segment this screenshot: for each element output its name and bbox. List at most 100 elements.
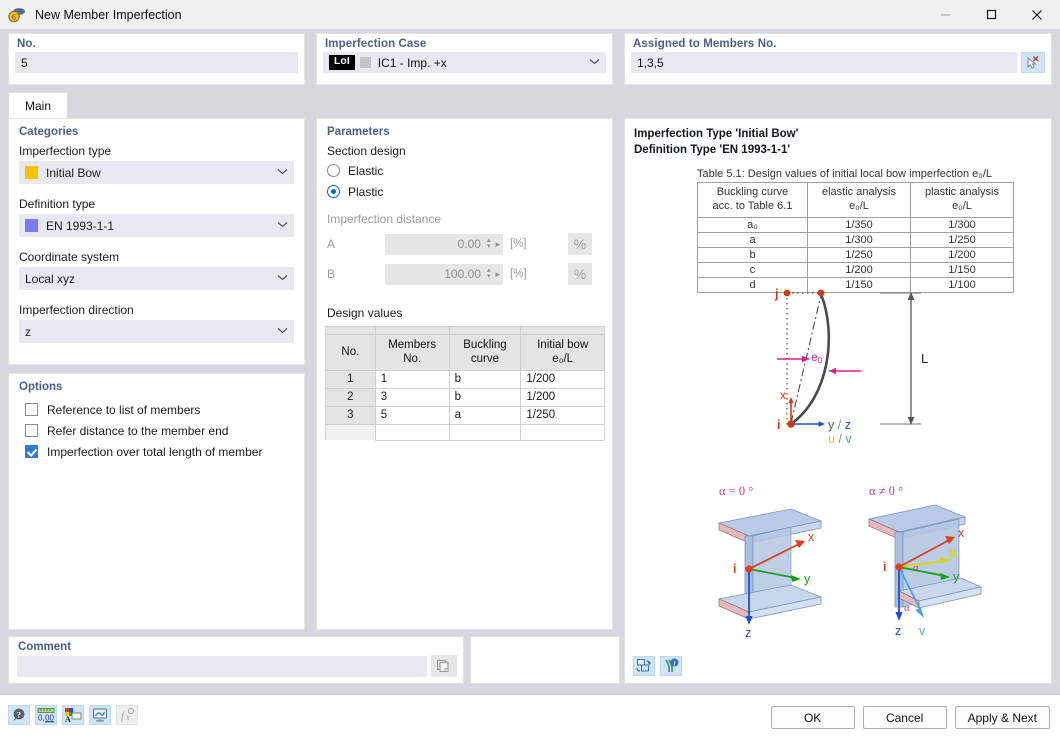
cell-bow[interactable]: 1/250 xyxy=(520,405,605,425)
table-row-empty[interactable] xyxy=(325,423,605,441)
distance-b-name: B xyxy=(327,267,336,281)
distance-a-input[interactable]: 0.00 ▴ ▾ ▸ xyxy=(385,233,503,255)
units-decimal-icon[interactable]: 0, 00 xyxy=(35,705,57,725)
col-bow-line1: Initial bow xyxy=(537,339,589,351)
table-row[interactable]: 1 1 b 1/200 xyxy=(325,369,605,389)
number-input[interactable]: 5 xyxy=(15,52,298,73)
distance-a-value: 0.00 xyxy=(457,237,481,251)
help-lookup-icon[interactable]: ? xyxy=(8,705,30,725)
design-values-table[interactable]: No. Members No. Buckling curve Initial b… xyxy=(325,326,605,441)
cell-curve[interactable]: b xyxy=(448,369,522,389)
coordinate-system-combo[interactable]: Local xyz xyxy=(19,267,294,290)
display-props-icon[interactable]: A xyxy=(62,705,84,725)
cell-member[interactable] xyxy=(374,423,450,441)
formula-icon: f x xyxy=(116,705,138,725)
en-cell-plastic: 1/250 xyxy=(910,231,1014,248)
svg-text:A: A xyxy=(65,715,71,723)
spin-up-icon[interactable]: ▴ xyxy=(486,267,491,274)
info-icon[interactable]: i xyxy=(660,656,682,676)
cell-no xyxy=(325,423,376,441)
beam-axis-x-label: x xyxy=(780,388,786,402)
en-col-plastic-l1: plastic analysis xyxy=(925,186,999,199)
imperfection-case-combo[interactable]: LoI IC1 - Imp. +x xyxy=(323,52,606,73)
cell-no: 1 xyxy=(325,369,376,389)
checkbox-refer-distance[interactable] xyxy=(25,424,38,437)
spin-down-icon[interactable]: ▾ xyxy=(486,243,491,250)
option-reference-to-list[interactable]: Reference to list of members xyxy=(9,399,304,420)
col-members-line1: Members xyxy=(388,339,437,351)
definition-type-combo[interactable]: EN 1993-1-1 xyxy=(19,214,294,237)
definition-type-value: EN 1993-1-1 xyxy=(46,218,115,233)
radio-option-elastic[interactable]: Elastic xyxy=(317,160,612,181)
en-cell-plastic: 1/200 xyxy=(910,246,1014,263)
imperfection-direction-combo[interactable]: z xyxy=(19,320,294,343)
en-col-elastic-l2: e₀/L xyxy=(849,199,869,212)
col-bow-line2: e₀/L xyxy=(552,353,574,366)
main-content: Categories Imperfection type Initial Bow… xyxy=(0,118,1060,684)
cell-member[interactable]: 3 xyxy=(374,387,450,407)
copy-icon[interactable] xyxy=(431,655,457,677)
unit-button-b[interactable]: % xyxy=(568,263,592,285)
radio-plastic[interactable] xyxy=(327,185,340,198)
chevron-down-icon[interactable] xyxy=(274,167,290,178)
coordinate-system-label: Coordinate system xyxy=(19,250,120,264)
imperfection-direction-label: Imperfection direction xyxy=(19,303,134,317)
info-panel-toolbar: i xyxy=(633,656,682,676)
en-col-plastic-l2: e₀/L xyxy=(952,199,972,212)
table-row[interactable]: 3 5 a 1/250 xyxy=(325,405,605,425)
close-button[interactable] xyxy=(1014,0,1060,30)
imperfection-distance-row-a: A 0.00 ▴ ▾ ▸ [%] % xyxy=(317,232,612,256)
dialog-footer: ? 0, 00 A xyxy=(0,694,1060,741)
maximize-button[interactable] xyxy=(968,0,1014,30)
radio-option-plastic[interactable]: Plastic xyxy=(317,181,612,202)
checkbox-reference-to-list[interactable] xyxy=(25,403,38,416)
unit-button-a[interactable]: % xyxy=(568,233,592,255)
cell-curve[interactable] xyxy=(448,423,522,441)
spinner-arrows[interactable]: ▴ ▾ xyxy=(486,267,491,280)
spin-up-icon[interactable]: ▴ xyxy=(486,237,491,244)
export-view-icon[interactable] xyxy=(633,656,655,676)
chevron-down-icon[interactable] xyxy=(274,273,290,284)
option-total-length[interactable]: Imperfection over total length of member xyxy=(9,441,304,462)
spacer-cell xyxy=(374,326,450,335)
chevron-down-icon[interactable] xyxy=(274,326,290,337)
section-axis-y-label: y xyxy=(804,572,811,586)
render-view-icon[interactable] xyxy=(89,705,111,725)
select-members-icon[interactable] xyxy=(1021,52,1045,73)
imperfection-type-combo[interactable]: Initial Bow xyxy=(19,161,294,184)
apply-next-button[interactable]: Apply & Next xyxy=(954,706,1050,729)
option-label: Reference to list of members xyxy=(47,402,201,417)
group-imperfection-case: Imperfection Case LoI IC1 - Imp. +x xyxy=(316,33,613,85)
col-initial-bow: Initial bow e₀/L xyxy=(520,334,605,371)
col-no: No. xyxy=(325,334,376,371)
cancel-button[interactable]: Cancel xyxy=(862,706,947,729)
section-axis-z-label: z xyxy=(895,624,901,638)
minimize-button[interactable] xyxy=(922,0,968,30)
chevron-down-icon[interactable] xyxy=(586,57,602,68)
section-alpha-top-label: α xyxy=(913,563,919,574)
cell-bow[interactable]: 1/200 xyxy=(520,387,605,407)
chevron-down-icon[interactable] xyxy=(274,220,290,231)
radio-elastic[interactable] xyxy=(327,164,340,177)
option-refer-distance[interactable]: Refer distance to the member end xyxy=(9,420,304,441)
spin-play-icon[interactable]: ▸ xyxy=(495,238,500,249)
spin-play-icon[interactable]: ▸ xyxy=(495,268,500,279)
tab-main[interactable]: Main xyxy=(8,92,68,118)
loi-badge: LoI xyxy=(329,55,355,70)
comment-input[interactable] xyxy=(17,655,427,677)
cell-bow[interactable] xyxy=(520,423,605,441)
en-row: d 1/150 1/100 xyxy=(697,276,1014,293)
cell-curve[interactable]: a xyxy=(448,405,522,425)
cell-member[interactable]: 5 xyxy=(374,405,450,425)
checkbox-total-length[interactable] xyxy=(25,445,38,458)
spinner-arrows[interactable]: ▴ ▾ xyxy=(486,237,491,250)
assigned-members-input[interactable]: 1,3,5 xyxy=(631,52,1017,73)
table-row[interactable]: 2 3 b 1/200 xyxy=(325,387,605,407)
spin-down-icon[interactable]: ▾ xyxy=(486,273,491,280)
cell-curve[interactable]: b xyxy=(448,387,522,407)
distance-b-input[interactable]: 100.00 ▴ ▾ ▸ xyxy=(385,263,503,285)
imperfection-icon: 6 xyxy=(7,5,27,25)
cell-member[interactable]: 1 xyxy=(374,369,450,389)
cell-bow[interactable]: 1/200 xyxy=(520,369,605,389)
ok-button[interactable]: OK xyxy=(770,706,855,729)
